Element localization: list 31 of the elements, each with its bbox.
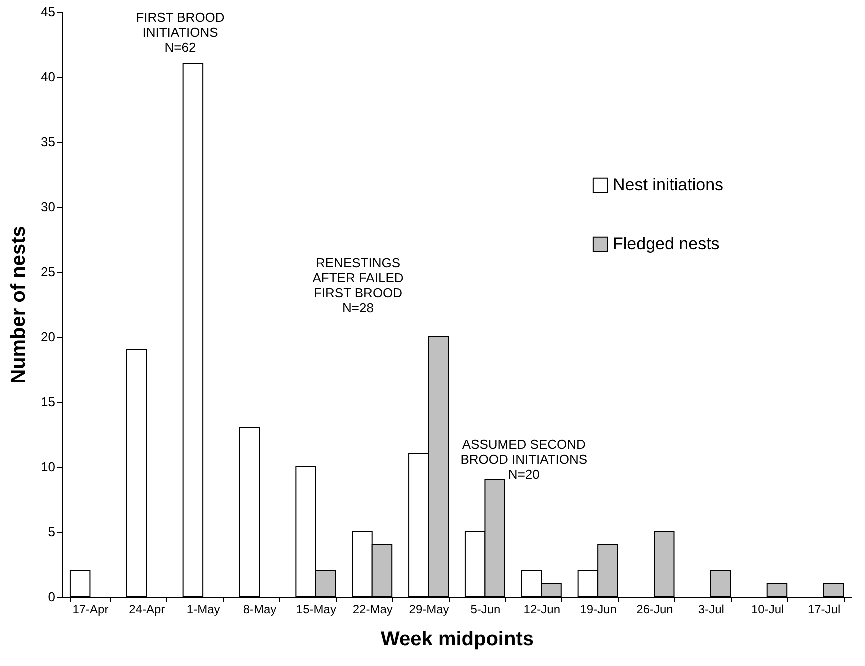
y-tick-label: 10 [41, 460, 56, 474]
x-tick-label: 17-Jul [808, 602, 841, 616]
y-tick-label: 0 [48, 590, 56, 604]
y-axis-title: Number of nests [8, 226, 30, 384]
x-tick-label: 26-Jun [636, 602, 674, 616]
y-tick-label: 35 [41, 134, 56, 150]
x-tick-label: 22-May [352, 602, 393, 616]
annotation: RENESTINGS AFTER FAILED FIRST BROOD N=28 [312, 256, 404, 316]
x-tick-label: 29-May [409, 602, 450, 616]
x-tick-label: 8-May [243, 602, 277, 616]
y-tick-label: 25 [41, 264, 56, 280]
x-tick-label: 10-Jul [752, 602, 784, 616]
x-tick-label: 17-Apr [72, 602, 109, 616]
y-tick-label: 30 [41, 200, 56, 214]
x-tick-label: 5-Jun [470, 602, 501, 616]
x-axis-title: Week midpoints [381, 628, 534, 650]
x-tick-label: 19-Jun [580, 602, 617, 616]
legend-label: Fledged nests [613, 234, 720, 254]
y-tick-label: 40 [41, 70, 56, 84]
x-tick-label: 1-May [186, 602, 220, 616]
y-tick-label: 15 [41, 394, 56, 410]
legend-label: Nest initiations [613, 176, 724, 194]
y-tick-label: 45 [41, 4, 56, 20]
x-tick-label: 15-May [296, 602, 336, 616]
x-tick-label: 3-Jul [698, 602, 724, 616]
y-tick-label: 5 [48, 524, 56, 540]
annotation: FIRST BROOD INITIATIONS N=62 [136, 10, 225, 55]
x-tick-label: 24-Apr [129, 602, 166, 616]
annotation: ASSUMED SECOND BROOD INITIATIONS N=20 [460, 437, 588, 482]
y-tick-label: 20 [41, 330, 56, 344]
x-tick-label: 12-Jun [524, 602, 560, 616]
